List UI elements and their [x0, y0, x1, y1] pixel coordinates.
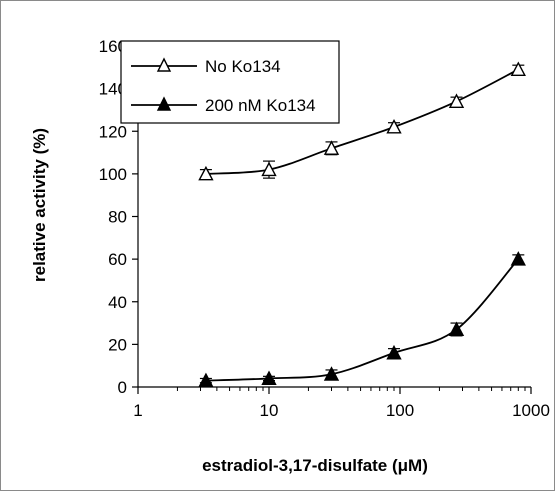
data-point-no-ko134	[448, 93, 465, 108]
data-point-no-ko134	[510, 61, 526, 76]
data-point-200nm-ko134	[448, 321, 465, 337]
series-line-200nm-ko134	[205, 258, 519, 382]
y-axis-title: relative activity (%)	[30, 128, 49, 282]
data-point-200nm-ko134	[198, 372, 214, 388]
data-point-no-ko134	[261, 161, 277, 177]
y-tick-label: 160	[99, 37, 127, 56]
legend-marker-200nm-ko134	[156, 96, 172, 111]
y-tick-label: 80	[108, 208, 127, 227]
data-point-no-ko134	[386, 118, 402, 134]
x-axis-title-unit: μM	[398, 456, 423, 475]
legend-label-200nm-ko134: 200 nM Ko134	[205, 96, 316, 115]
x-tick-label: 100	[386, 401, 414, 420]
data-point-200nm-ko134	[510, 251, 526, 266]
x-tick-label: 1	[133, 401, 142, 420]
x-tick-label: 1000	[512, 401, 550, 420]
y-tick-label: 60	[108, 250, 127, 269]
x-axis-title-main: estradiol-3,17-disulfate (	[202, 456, 398, 475]
y-tick-label: 40	[108, 293, 127, 312]
legend: No Ko134 200 nM Ko134	[120, 40, 340, 124]
y-tick-label: 120	[99, 122, 127, 141]
data-point-no-ko134	[198, 165, 214, 181]
data-point-200nm-ko134	[386, 344, 402, 360]
data-point-200nm-ko134	[323, 366, 340, 381]
x-tick-label: 10	[260, 401, 279, 420]
plot-area	[198, 61, 526, 388]
legend-box	[120, 40, 340, 124]
y-tick-label: 20	[108, 335, 127, 354]
legend-label-no-ko134: No Ko134	[205, 57, 281, 76]
data-point-no-ko134	[323, 140, 340, 155]
x-ticks: 1 10 100 1000	[133, 387, 550, 420]
x-axis-title-close: )	[422, 456, 428, 475]
y-tick-label: 140	[99, 80, 127, 99]
y-tick-label: 100	[99, 165, 127, 184]
data-point-200nm-ko134	[261, 370, 277, 386]
legend-marker-no-ko134	[156, 57, 172, 72]
y-tick-label: 0	[118, 378, 127, 397]
x-axis-title: estradiol-3,17-disulfate (μM)	[202, 456, 428, 475]
